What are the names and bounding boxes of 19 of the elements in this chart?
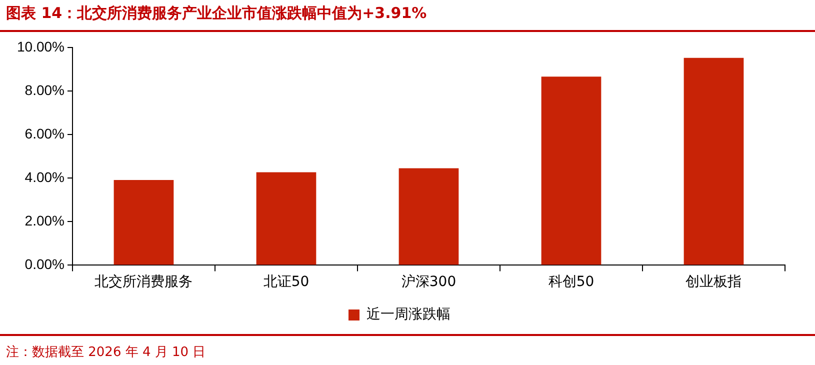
x-tick-label: 沪深300 (401, 274, 456, 290)
bar (398, 168, 459, 265)
bar (541, 76, 602, 265)
y-tick-label: 4.00% (24, 168, 64, 185)
y-tick-label: 10.00% (17, 38, 64, 54)
y-tick-label: 2.00% (24, 212, 64, 228)
y-tick-label: 6.00% (24, 125, 64, 142)
x-tick-label: 北交所消费服务 (94, 274, 193, 290)
x-tick-label: 创业板指 (686, 274, 742, 290)
y-tick-label: 0.00% (24, 256, 64, 272)
legend-label: 近一周涨跌幅 (366, 306, 450, 323)
chart-title: 图表 14：北交所消费服务产业企业市值涨跌幅中值为+3.91% (6, 4, 427, 23)
bar (684, 58, 744, 265)
text: 注：数据截至 2026 年 4 月 10 日 (6, 344, 206, 361)
x-tick-label: 北证50 (263, 274, 310, 290)
y-tick-label: 8.00% (24, 82, 64, 98)
bar (114, 180, 174, 265)
bar (256, 172, 316, 265)
x-tick-label: 科创50 (548, 274, 594, 290)
